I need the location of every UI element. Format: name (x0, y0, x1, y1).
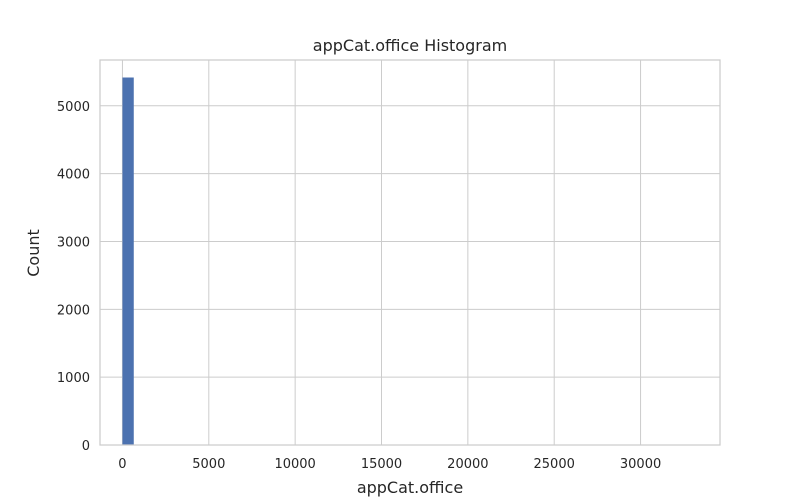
gridlines (100, 60, 720, 446)
x-tick-label: 0 (118, 457, 126, 472)
plot-frame (99, 59, 721, 446)
y-tick-label: 4000 (57, 168, 90, 183)
y-tick-label: 5000 (57, 100, 90, 115)
x-tick-label: 25000 (534, 457, 575, 472)
y-tick-label: 1000 (57, 371, 90, 386)
x-tick-label: 15000 (361, 457, 402, 472)
x-tick-label: 5000 (192, 457, 225, 472)
bars (122, 77, 134, 445)
x-tick-labels: 0 5000 10000 15000 20000 25000 30000 (118, 457, 661, 472)
y-axis-label: Count (24, 229, 43, 277)
y-tick-label: 2000 (57, 303, 90, 318)
chart-title: appCat.office Histogram (313, 36, 507, 55)
x-tick-label: 20000 (447, 457, 488, 472)
x-tick-label: 30000 (620, 457, 661, 472)
histogram-bar (122, 77, 134, 445)
x-axis-label: appCat.office (357, 478, 463, 497)
y-tick-labels: 0 1000 2000 3000 4000 5000 (57, 100, 90, 454)
x-tick-label: 10000 (274, 457, 315, 472)
y-tick-label: 3000 (57, 235, 90, 250)
y-tick-label: 0 (82, 439, 90, 454)
